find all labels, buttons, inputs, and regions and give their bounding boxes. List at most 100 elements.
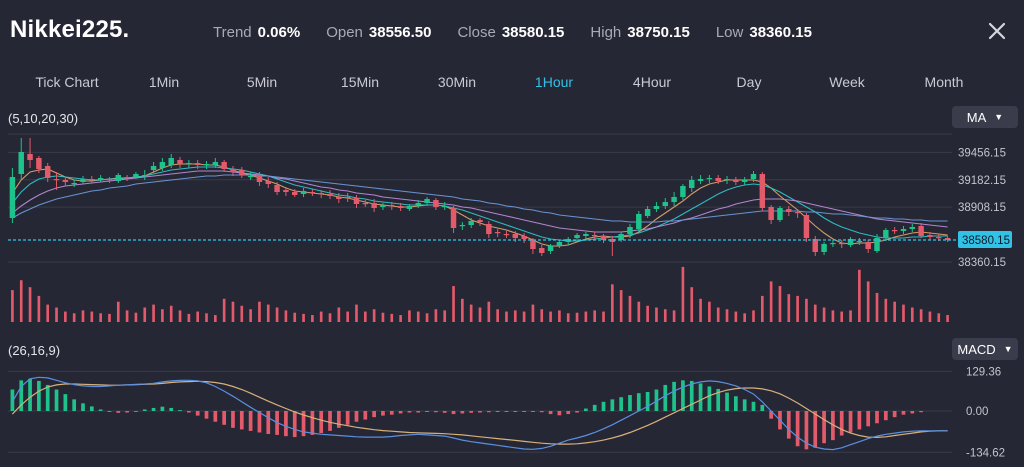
- tab-1min[interactable]: 1Min: [148, 74, 180, 90]
- candle: [265, 177, 271, 188]
- candle-body: [18, 152, 24, 174]
- candle: [883, 228, 889, 241]
- tab-1hour[interactable]: 1Hour: [534, 74, 574, 90]
- candle-body: [609, 239, 616, 242]
- candle: [838, 240, 845, 248]
- candle-body: [486, 224, 492, 234]
- volume-bar: [655, 307, 658, 322]
- macd-histogram-bar: [866, 411, 871, 427]
- candle-body: [150, 166, 157, 170]
- macd-histogram-bar: [336, 411, 341, 428]
- macd-histogram-bar: [231, 411, 235, 428]
- tab-month[interactable]: Month: [924, 74, 964, 90]
- volume-bar: [558, 310, 561, 322]
- candle-body: [468, 221, 474, 225]
- volume-bar: [363, 311, 367, 322]
- candle-body: [71, 183, 77, 185]
- candle: [468, 218, 474, 228]
- candle-body: [741, 180, 748, 182]
- volume-bar: [205, 313, 208, 322]
- volume-bar: [910, 307, 914, 322]
- candle: [133, 172, 139, 179]
- candle-body: [327, 194, 333, 196]
- tab-15min[interactable]: 15Min: [340, 74, 380, 90]
- candle: [777, 206, 783, 222]
- macd-histogram-bar: [363, 411, 368, 420]
- quote-stats: Trend 0.06% Open 38556.50 Close 38580.15 Hi…: [213, 24, 812, 41]
- macd-indicator-dropdown[interactable]: MACD ▼: [952, 338, 1018, 360]
- candle-body: [636, 214, 642, 229]
- candle-body: [768, 207, 774, 220]
- tab-4hour[interactable]: 4Hour: [632, 74, 672, 90]
- macd-histogram-bar: [901, 411, 906, 415]
- volume-bar: [522, 311, 526, 322]
- macd-histogram-bar: [910, 411, 915, 414]
- candle: [124, 175, 130, 181]
- candle-body: [397, 206, 404, 208]
- candle: [794, 209, 801, 218]
- volume-bar: [734, 311, 738, 322]
- price-axis-label: 39182.15: [958, 175, 1006, 187]
- macd-histogram-bar: [795, 411, 800, 447]
- candle: [733, 177, 739, 185]
- candle-body: [750, 174, 757, 179]
- candle-body: [803, 215, 810, 238]
- candle-body: [300, 191, 307, 194]
- macd-histogram-bar: [142, 409, 147, 411]
- candle-body: [459, 225, 466, 227]
- macd-lines: [11, 376, 948, 451]
- volume-bar: [346, 311, 349, 322]
- candle-body: [433, 200, 439, 207]
- volume-bar: [258, 301, 261, 322]
- macd-histogram-bar: [725, 392, 729, 411]
- candle-body: [477, 220, 483, 222]
- volume-bar: [831, 310, 835, 322]
- volume-bar: [725, 309, 729, 322]
- tab-5min[interactable]: 5Min: [246, 74, 278, 90]
- candle: [433, 198, 439, 210]
- candle: [477, 218, 483, 226]
- macd-histogram-bar: [592, 404, 597, 411]
- volume-bar: [108, 313, 111, 322]
- volume-bar: [134, 312, 138, 322]
- volume-bar: [434, 309, 438, 322]
- candle-body: [891, 230, 898, 232]
- candle-body: [724, 179, 730, 181]
- macd-histogram-bar: [204, 411, 209, 419]
- close-icon[interactable]: [986, 20, 1008, 42]
- macd-histogram-bar: [381, 411, 385, 416]
- volume-bar: [866, 281, 870, 322]
- candle-body: [530, 240, 536, 249]
- volume-bar: [284, 310, 288, 322]
- tab-30min[interactable]: 30Min: [437, 74, 477, 90]
- current-price-tag-label: 38580.15: [962, 235, 1010, 247]
- tab-week[interactable]: Week: [829, 74, 865, 90]
- volume-bar: [690, 287, 694, 322]
- stat-trend: Trend 0.06%: [213, 24, 300, 41]
- tab-tick-chart[interactable]: Tick Chart: [35, 74, 99, 90]
- candle-body: [733, 180, 739, 182]
- candle: [715, 175, 721, 184]
- macd-histogram-bar: [345, 411, 350, 425]
- volume-bar: [355, 304, 358, 322]
- macd-histogram-bar: [663, 384, 668, 411]
- volume-bar: [743, 313, 746, 322]
- candle: [36, 156, 42, 173]
- ma-indicator-dropdown[interactable]: MA ▼: [952, 106, 1018, 128]
- candle: [671, 192, 677, 206]
- volume-bar: [584, 311, 588, 322]
- candle-body: [353, 198, 360, 204]
- candle: [662, 198, 669, 209]
- candle-body: [847, 239, 854, 245]
- tab-day[interactable]: Day: [736, 74, 762, 90]
- candle-body: [336, 197, 342, 199]
- candle: [618, 232, 624, 242]
- stat-close-value: 38580.15: [501, 24, 565, 41]
- volume-bar: [893, 301, 896, 322]
- volume-bar: [116, 301, 120, 322]
- candle: [256, 172, 263, 186]
- candle: [212, 158, 219, 168]
- stat-high-label: High: [590, 24, 622, 41]
- macd-dea-line: [11, 380, 948, 445]
